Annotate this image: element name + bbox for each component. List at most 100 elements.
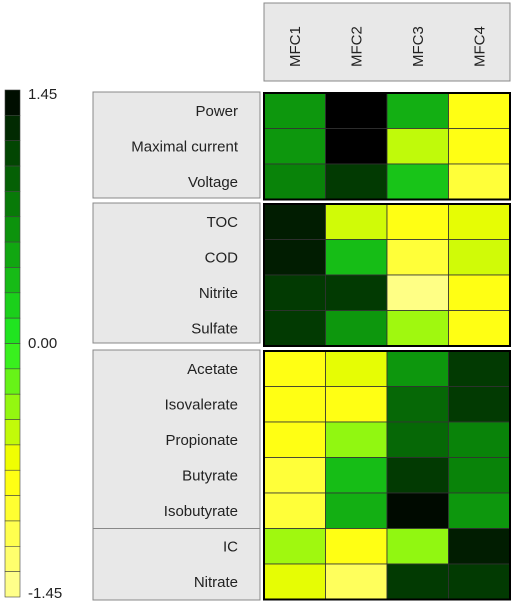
heatmap-cell — [386, 563, 449, 600]
legend-mid-label: 0.00 — [28, 335, 57, 352]
row-label: Nitrate — [194, 574, 238, 591]
column-label: MFC2 — [348, 26, 365, 67]
legend-swatch — [4, 520, 21, 547]
row-label: COD — [205, 249, 239, 266]
heatmap-cell — [386, 203, 449, 240]
heatmap-cell — [263, 310, 326, 347]
legend-swatch — [4, 165, 21, 192]
heatmap-cell — [386, 457, 449, 494]
column-headers: MFC1 MFC2 MFC3 MFC4 — [287, 26, 489, 67]
heatmap-cell — [386, 528, 449, 565]
heatmap-cell — [325, 563, 388, 600]
heatmap-cell — [263, 163, 326, 200]
color-scale-legend — [4, 89, 21, 598]
heatmap-cell — [448, 563, 511, 600]
heatmap-cell — [325, 128, 388, 165]
heatmap-cell — [263, 492, 326, 529]
heatmap-cell — [325, 163, 388, 200]
row-label: Isovalerate — [165, 396, 238, 413]
row-label: Propionate — [165, 432, 238, 449]
row-labels: Power Maximal current Voltage TOC COD Nitrite… — [131, 103, 239, 591]
heatmap-cell — [448, 350, 511, 387]
legend-swatch — [4, 495, 21, 522]
legend-swatch — [4, 419, 21, 446]
heatmap-cell — [448, 528, 511, 565]
row-label: Isobutyrate — [164, 503, 238, 520]
heatmap-cell — [263, 239, 326, 276]
row-group-box — [92, 202, 261, 344]
heatmap-cell — [386, 310, 449, 347]
heatmap-cell — [448, 457, 511, 494]
heatmap-cell — [325, 310, 388, 347]
heatmap-cell — [263, 457, 326, 494]
heatmap-cell — [448, 92, 511, 129]
heatmap-cell — [325, 350, 388, 387]
legend-swatch — [4, 444, 21, 471]
legend-swatch — [4, 317, 21, 344]
heatmap-cell — [325, 274, 388, 311]
legend-swatch — [4, 241, 21, 268]
heatmap-cell — [448, 421, 511, 458]
heatmap-cell — [325, 528, 388, 565]
row-label: Nitrite — [199, 285, 238, 302]
heatmap-cell — [448, 492, 511, 529]
heatmap-cell — [325, 203, 388, 240]
heatmap-cell — [386, 163, 449, 200]
heatmap-cell — [386, 421, 449, 458]
row-group-box — [92, 349, 261, 601]
group-borders — [263, 92, 511, 601]
heatmap-cell — [386, 492, 449, 529]
column-label: MFC1 — [287, 26, 304, 67]
heatmap-cell — [263, 421, 326, 458]
heatmap-cell — [263, 92, 326, 129]
heatmap-cell — [386, 92, 449, 129]
row-label: Power — [195, 103, 238, 120]
heatmap-cell — [448, 274, 511, 311]
row-label: TOC — [207, 214, 239, 231]
group-border — [263, 350, 511, 601]
heatmap-cell — [448, 128, 511, 165]
row-label: Acetate — [187, 361, 238, 378]
heatmap-cell — [263, 350, 326, 387]
heatmap-cell — [448, 386, 511, 423]
heatmap-cell — [448, 203, 511, 240]
legend-swatch — [4, 267, 21, 294]
legend-swatch — [4, 216, 21, 243]
heatmap-cell — [325, 386, 388, 423]
legend-min-label: -1.45 — [28, 585, 62, 602]
column-header-box — [263, 2, 511, 82]
heatmap-cell — [325, 239, 388, 276]
heatmap-cell — [325, 457, 388, 494]
legend-swatch — [4, 545, 21, 572]
legend-swatch — [4, 292, 21, 319]
row-label: Sulfate — [191, 320, 238, 337]
legend-swatch — [4, 469, 21, 496]
column-label: MFC3 — [410, 26, 427, 67]
legend-swatch — [4, 368, 21, 395]
legend-swatch — [4, 191, 21, 218]
heatmap-cell — [386, 386, 449, 423]
row-label: Butyrate — [182, 467, 238, 484]
heatmap-cell — [263, 386, 326, 423]
heatmap-cell — [263, 274, 326, 311]
legend-max-label: 1.45 — [28, 86, 57, 103]
heatmap-cells — [263, 92, 511, 600]
column-label: MFC4 — [471, 26, 488, 67]
legend-swatch — [4, 393, 21, 420]
heatmap-cell — [325, 421, 388, 458]
heatmap-cell — [263, 563, 326, 600]
legend-swatch — [4, 115, 21, 141]
heatmap-cell — [448, 239, 511, 276]
heatmap-cell — [386, 239, 449, 276]
heatmap-cell — [386, 128, 449, 165]
heatmap-cell — [386, 350, 449, 387]
row-group-boxes — [92, 91, 261, 601]
row-label: Maximal current — [131, 138, 239, 155]
group-border — [263, 92, 511, 201]
heatmap-cell — [386, 274, 449, 311]
heatmap-cell — [448, 310, 511, 347]
heatmap-cell — [448, 163, 511, 200]
legend-swatch — [4, 571, 21, 598]
heatmap-cell — [263, 528, 326, 565]
